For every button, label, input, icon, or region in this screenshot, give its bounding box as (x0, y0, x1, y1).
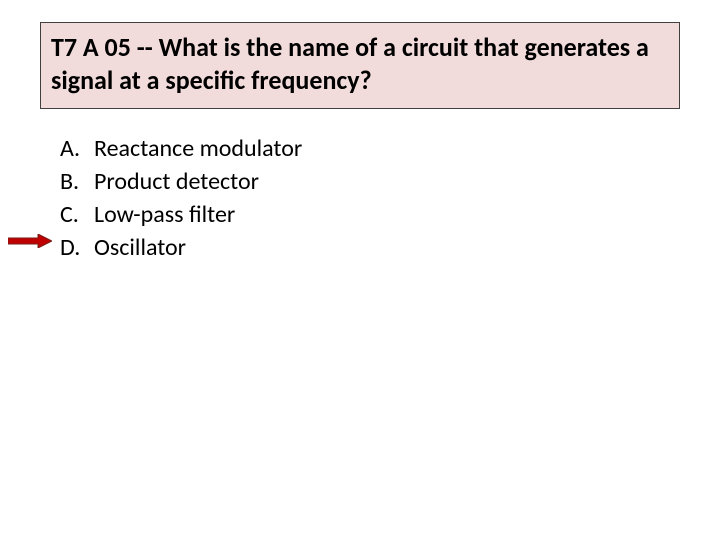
answer-list: A. Reactance modulator B. Product detect… (60, 134, 302, 266)
answer-text: Low-pass filter (94, 200, 235, 229)
answer-letter: C. (60, 200, 88, 229)
correct-answer-arrow-icon (8, 234, 52, 248)
answer-letter: B. (60, 167, 88, 196)
answer-letter: A. (60, 134, 88, 163)
answer-row: C. Low-pass filter (60, 200, 302, 229)
arrow-shape (8, 234, 52, 248)
question-text: T7 A 05 -- What is the name of a circuit… (51, 31, 669, 96)
answer-row: D. Oscillator (60, 233, 302, 262)
answer-row: B. Product detector (60, 167, 302, 196)
slide: T7 A 05 -- What is the name of a circuit… (0, 0, 720, 540)
answer-text: Product detector (94, 167, 259, 196)
question-box: T7 A 05 -- What is the name of a circuit… (40, 22, 680, 109)
answer-row: A. Reactance modulator (60, 134, 302, 163)
answer-text: Oscillator (94, 233, 186, 262)
answer-text: Reactance modulator (94, 134, 302, 163)
answer-letter: D. (60, 233, 88, 262)
